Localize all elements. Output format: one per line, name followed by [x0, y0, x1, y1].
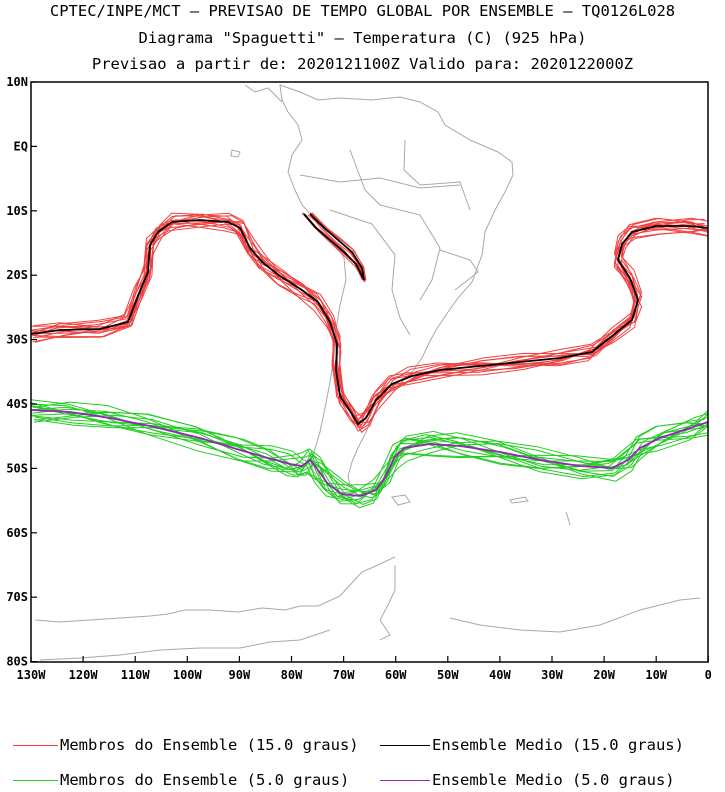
internal-border-2: [329, 209, 411, 336]
ensemble-members-15-lines: [30, 212, 709, 434]
lon-tick-label: 130W: [17, 668, 47, 682]
coastlines: [34, 84, 701, 661]
lat-tick-label: 60S: [6, 526, 28, 540]
title-line-2: Diagrama "Spaguetti" — Temperatura (C) (…: [138, 29, 587, 47]
legend-swatch-members-5: [13, 780, 58, 781]
lon-tick-label: 70W: [333, 668, 355, 682]
member-15-line: [33, 216, 709, 422]
antarctic-peninsula-2: [379, 565, 396, 641]
lon-tick-label: 0: [705, 668, 712, 682]
lon-tick-label: 20W: [593, 668, 615, 682]
member-5-line: [34, 411, 707, 509]
legend-swatch-mean-15: [380, 745, 430, 746]
member-5-line: [30, 405, 708, 493]
member-15-andes-line: [302, 212, 366, 283]
member-15-line: [30, 221, 705, 432]
member-15-line: [34, 215, 709, 427]
lat-tick-label: 10N: [6, 75, 28, 89]
legend-swatch-members-15: [13, 745, 58, 746]
legend-label-members-15: Membros do Ensemble (15.0 graus): [60, 736, 359, 754]
lon-tick-label: 120W: [69, 668, 99, 682]
lat-tick-label: 50S: [6, 461, 28, 475]
internal-border-5: [439, 249, 479, 291]
lon-tick-label: 110W: [121, 668, 151, 682]
member-15-line: [33, 219, 709, 422]
ensemble-mean-15-line: [30, 213, 709, 426]
lat-tick-label: 70S: [6, 590, 28, 604]
internal-border-3: [349, 149, 441, 301]
lon-tick-label: 90W: [229, 668, 251, 682]
lat-tick-label: 80S: [6, 655, 28, 669]
longitude-axis: 130W 120W 110W 100W 90W 80W 70W 60W 50W 40W 30W 20W…: [17, 656, 712, 682]
mean-15-line: [30, 219, 709, 426]
member-5-line: [30, 405, 709, 494]
legend-label-members-5: Membros do Ensemble (5.0 graus): [60, 771, 350, 789]
lat-tick-label: 30S: [6, 333, 28, 347]
central-america-coast: [244, 84, 283, 103]
title-line-1: CPTEC/INPE/MCT — PREVISAO DE TEMPO GLOBA…: [49, 2, 676, 20]
lat-tick-label: 40S: [6, 397, 28, 411]
member-15-line: [34, 213, 709, 418]
lon-tick-label: 10W: [645, 668, 667, 682]
member-5-line: [32, 401, 709, 505]
south-america-coast: [279, 84, 514, 498]
lon-tick-label: 80W: [281, 668, 303, 682]
ensemble-mean-5-line: [30, 409, 709, 497]
lon-tick-label: 50W: [437, 668, 459, 682]
falklands: [391, 494, 411, 506]
legend-swatch-mean-5: [380, 780, 430, 781]
map-frame: [30, 81, 709, 663]
antarctic-coast-east: [39, 629, 331, 661]
member-15-line: [30, 218, 705, 423]
title-line-3: Previsao a partir de: 2020121100Z Valido…: [91, 55, 634, 73]
sandwich-islands: [565, 511, 571, 526]
antarctic-peninsula: [34, 556, 396, 623]
legend-label-mean-5: Ensemble Medio (5.0 graus): [432, 771, 675, 789]
mean-5-line: [30, 409, 709, 497]
lat-tick-label: 20S: [6, 268, 28, 282]
lon-tick-label: 60W: [385, 668, 407, 682]
lon-tick-label: 30W: [541, 668, 563, 682]
internal-border-1: [299, 174, 461, 189]
lon-tick-label: 40W: [489, 668, 511, 682]
legend-label-mean-15: Ensemble Medio (15.0 graus): [432, 736, 684, 754]
latitude-axis: 10N EQ 10S 20S 30S 40S 50S 60S 70S 80S: [6, 75, 37, 669]
galapagos: [230, 149, 241, 158]
south-georgia: [509, 496, 529, 504]
member-15-line: [32, 217, 709, 429]
member-5-line: [34, 416, 708, 499]
weddell-coast: [449, 597, 701, 633]
lat-tick-label: EQ: [14, 139, 28, 153]
mean-15-andes-line: [303, 213, 365, 281]
lon-tick-label: 100W: [173, 668, 203, 682]
lat-tick-label: 10S: [6, 204, 28, 218]
internal-border-4: [403, 139, 471, 211]
member-15-andes-line: [305, 212, 363, 280]
